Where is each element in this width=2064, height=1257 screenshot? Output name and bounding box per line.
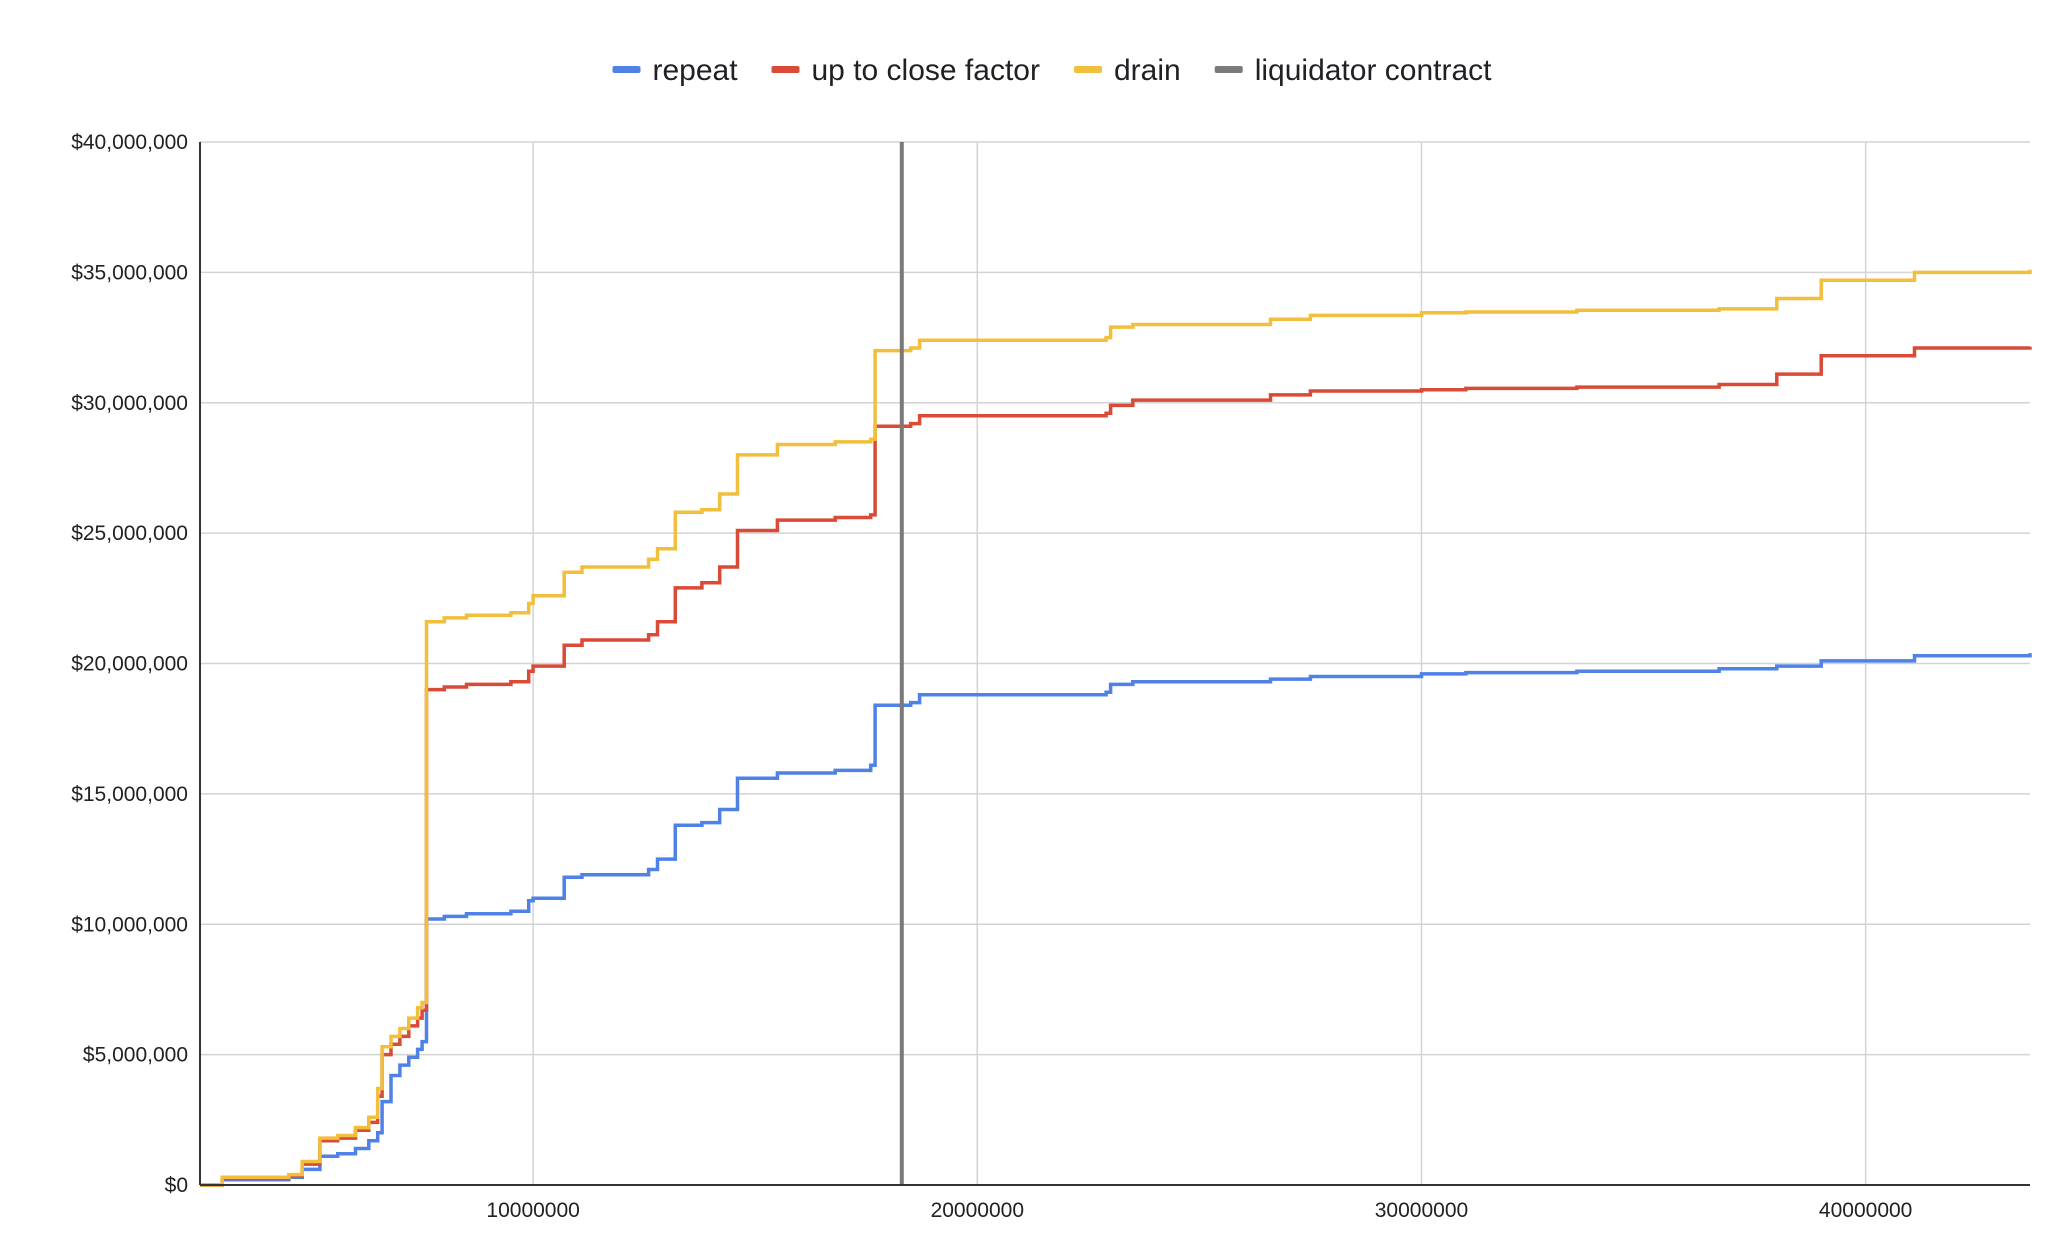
legend-label: up to close factor <box>812 54 1040 87</box>
x-tick-label: 30000000 <box>1375 1199 1468 1222</box>
series-line-repeat <box>200 653 2032 1187</box>
y-tick-label: $20,000,000 <box>71 653 188 676</box>
y-tick-label: $25,000,000 <box>71 522 188 545</box>
y-tick-label: $5,000,000 <box>83 1044 188 1067</box>
legend-label: drain <box>1114 54 1181 87</box>
y-axis-tick-labels: $0 $5,000,000 $10,000,000 $15,000,000 $20,00… <box>71 131 188 1197</box>
y-tick-label: $15,000,000 <box>71 783 188 806</box>
y-tick-label: $35,000,000 <box>71 261 188 284</box>
x-tick-label: 10000000 <box>486 1199 579 1222</box>
legend-label: repeat <box>653 54 739 87</box>
legend-label: liquidator contract <box>1255 54 1492 87</box>
legend-swatch <box>1074 66 1102 73</box>
x-tick-label: 20000000 <box>931 1199 1024 1222</box>
y-tick-label: $0 <box>165 1174 188 1197</box>
series-line-up-to-close-factor <box>200 346 2032 1187</box>
x-axis-tick-labels: 10000000 20000000 30000000 40000000 <box>486 1199 1912 1222</box>
series-lines <box>200 269 2032 1187</box>
legend-item-repeat: repeat <box>612 54 739 87</box>
legend-swatch <box>612 66 641 73</box>
legend-swatch <box>1214 66 1243 73</box>
y-tick-label: $10,000,000 <box>71 913 188 936</box>
axes <box>199 142 2030 1186</box>
legend: repeat up to close factor drain liquidator … <box>612 54 1492 87</box>
legend-item-drain: drain <box>1074 54 1181 87</box>
y-tick-label: $30,000,000 <box>71 392 188 415</box>
legend-swatch <box>771 66 800 73</box>
gridlines <box>200 141 2030 1185</box>
legend-item-up-to-close-factor: up to close factor <box>771 54 1040 87</box>
x-tick-label: 40000000 <box>1819 1199 1912 1222</box>
y-tick-label: $40,000,000 <box>71 131 188 154</box>
series-line-drain <box>200 269 2032 1187</box>
legend-item-liquidator-contract: liquidator contract <box>1214 54 1492 87</box>
